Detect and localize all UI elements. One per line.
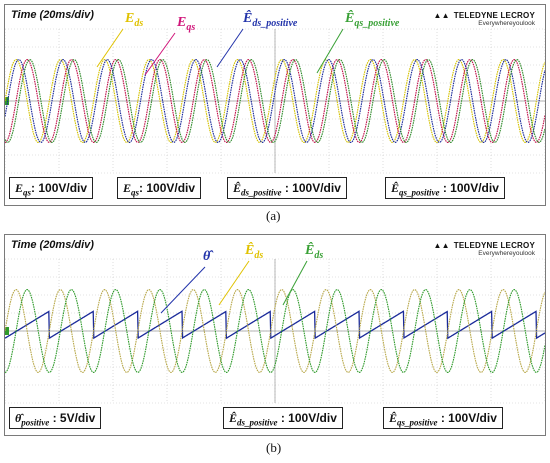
annotation-e-ds-yellow: Êds xyxy=(245,243,264,261)
series-e-ds-0 xyxy=(5,59,545,143)
annotation-leader-1 xyxy=(144,32,176,76)
annotation-e-qs-positive: Êqs_positive xyxy=(345,11,400,29)
caption-a: (a) xyxy=(266,208,281,223)
annotation-e-ds: Eds xyxy=(125,11,144,29)
legend-e-ds-positive: Êds_positive : 100V/div xyxy=(227,177,347,199)
scope-panel-a: Time (20ms/div) ▲▲ TELEDYNE LECROY Everyw… xyxy=(4,4,546,206)
series-e-qs-1 xyxy=(5,59,545,143)
series--ds-1 xyxy=(5,289,545,373)
teledyne-lecroy-logo: ▲▲ TELEDYNE LECROY Everywhereyoulook xyxy=(433,11,535,27)
legend-theta-positive: θ̂positive : 5V/div xyxy=(9,407,102,429)
ground-marker xyxy=(5,327,9,335)
scope-panel-b: Time (20ms/div) ▲▲ TELEDYNE LECROY Everyw… xyxy=(4,234,546,436)
waveform-plot-a xyxy=(5,28,545,174)
annotation-theta: θ̂ xyxy=(203,249,211,264)
annotation-leader-3 xyxy=(316,28,344,74)
time-scale-label: Time (20ms/div) xyxy=(11,9,94,21)
series--ds-positive-2 xyxy=(5,59,545,143)
annotation-leader-1 xyxy=(218,260,250,306)
annotation-e-qs: Eqs xyxy=(177,15,196,33)
series--ds-2 xyxy=(5,289,545,373)
annotation-leader-0 xyxy=(160,266,206,314)
legend-e-qs-positive: Êqs_positive : 100V/div xyxy=(383,407,503,429)
ground-marker xyxy=(5,97,9,105)
annotation-leader-2 xyxy=(282,260,308,306)
annotation-e-ds-green: Êds xyxy=(305,243,324,261)
annotation-leader-0 xyxy=(96,28,124,68)
logo-mark-icon: ▲▲ xyxy=(433,241,450,250)
legend-e-ds-positive: Êds_positive : 100V/div xyxy=(223,407,343,429)
legend-e-qs-1: Eqs: 100V/div xyxy=(9,177,94,199)
waveform-plot-b xyxy=(5,258,545,404)
annotation-e-ds-positive: Êds_positive xyxy=(243,11,298,29)
caption-b: (b) xyxy=(266,440,282,455)
series---0 xyxy=(5,310,545,340)
annotation-leader-2 xyxy=(216,28,244,68)
time-scale-label: Time (20ms/div) xyxy=(11,239,94,251)
legend-e-qs-positive: Êqs_positive : 100V/div xyxy=(385,177,505,199)
grid xyxy=(5,28,545,174)
teledyne-lecroy-logo: ▲▲ TELEDYNE LECROY Everywhereyoulook xyxy=(433,241,535,257)
grid xyxy=(5,258,545,404)
series--qs-positive-3 xyxy=(5,59,545,143)
legend-e-qs-2: Eqs: 100V/div xyxy=(117,177,202,199)
logo-mark-icon: ▲▲ xyxy=(433,11,450,20)
